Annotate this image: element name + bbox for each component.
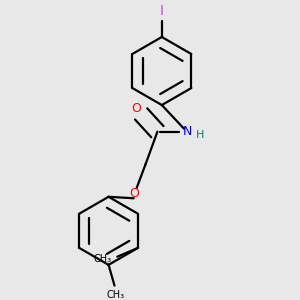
Text: I: I [160,4,164,18]
Text: N: N [182,125,192,138]
Text: H: H [196,130,205,140]
Text: CH₃: CH₃ [107,290,125,300]
Text: O: O [132,101,142,115]
Text: O: O [129,187,139,200]
Text: CH₃: CH₃ [94,254,112,264]
